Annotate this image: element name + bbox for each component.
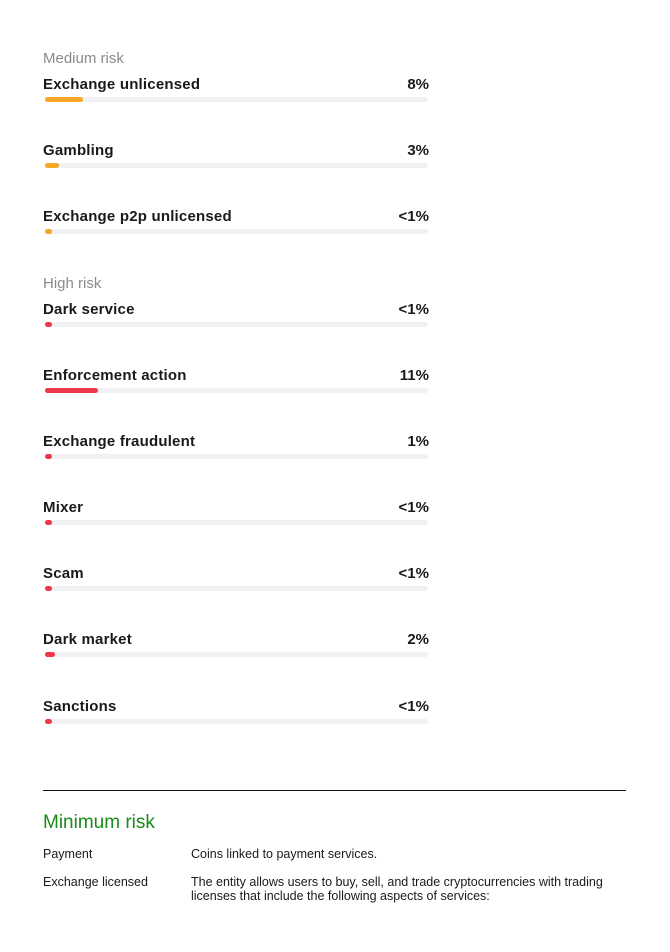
risk-name: Scam	[43, 565, 84, 582]
risk-percent: 11%	[399, 367, 429, 384]
risk-bar-fill	[45, 322, 52, 327]
risk-bar-fill	[45, 652, 55, 657]
risk-name: Mixer	[43, 499, 84, 516]
risk-row-sanctions: Sanctions <1%	[43, 698, 429, 734]
risk-row-dark-market: Dark market 2%	[43, 631, 429, 667]
risk-bar-track	[45, 719, 428, 724]
risk-bar-track	[45, 652, 428, 657]
risk-bar-track	[45, 454, 428, 459]
risk-row-exchange-p2p-unlicensed: Exchange p2p unlicensed <1%	[43, 208, 429, 244]
risk-percent: <1%	[398, 499, 429, 516]
definition-description: The entity allows users to buy, sell, an…	[191, 875, 603, 903]
definition-term: Exchange licensed	[43, 875, 148, 889]
risk-bar-fill	[45, 454, 52, 459]
risk-percent: 3%	[407, 142, 429, 159]
risk-bar-fill	[45, 388, 98, 393]
risk-row-mixer: Mixer <1%	[43, 499, 429, 535]
risk-row-exchange-fraudulent: Exchange fraudulent 1%	[43, 433, 429, 469]
definition-description: Coins linked to payment services.	[191, 847, 378, 861]
risk-bar-fill	[45, 586, 52, 591]
risk-name: Gambling	[43, 142, 114, 159]
risk-row-exchange-unlicensed: Exchange unlicensed 8%	[43, 76, 429, 112]
risk-bar-track	[45, 97, 428, 102]
risk-bar-track	[45, 520, 428, 525]
risk-bar-track	[45, 388, 428, 393]
risk-name: Exchange fraudulent	[43, 433, 196, 450]
group-label-high-risk: High risk	[43, 275, 102, 292]
risk-name: Exchange p2p unlicensed	[43, 208, 232, 225]
risk-bar-fill	[45, 719, 52, 724]
risk-bar-fill	[45, 163, 59, 168]
risk-bar-track	[45, 229, 428, 234]
risk-percent: 8%	[407, 76, 429, 93]
section-divider	[43, 790, 626, 791]
risk-row-gambling: Gambling 3%	[43, 142, 429, 178]
risk-percent: 2%	[407, 631, 429, 648]
risk-bar-fill	[45, 97, 83, 102]
risk-bar-track	[45, 322, 428, 327]
risk-percent: 1%	[407, 433, 429, 450]
definition-term: Payment	[43, 847, 93, 861]
risk-percent: <1%	[398, 208, 429, 225]
risk-name: Exchange unlicensed	[43, 76, 201, 93]
risk-name: Enforcement action	[43, 367, 187, 384]
minimum-risk-title: Minimum risk	[43, 812, 155, 833]
risk-bar-fill	[45, 520, 52, 525]
risk-name: Dark service	[43, 301, 135, 318]
risk-row-dark-service: Dark service <1%	[43, 301, 429, 337]
risk-bar-track	[45, 163, 428, 168]
risk-bar-track	[45, 586, 428, 591]
risk-bar-fill	[45, 229, 52, 234]
risk-row-enforcement-action: Enforcement action 11%	[43, 367, 429, 403]
risk-name: Dark market	[43, 631, 132, 648]
group-label-medium-risk: Medium risk	[43, 50, 124, 67]
risk-percent: <1%	[398, 698, 429, 715]
risk-row-scam: Scam <1%	[43, 565, 429, 601]
risk-percent: <1%	[398, 301, 429, 318]
risk-name: Sanctions	[43, 698, 117, 715]
risk-percent: <1%	[398, 565, 429, 582]
